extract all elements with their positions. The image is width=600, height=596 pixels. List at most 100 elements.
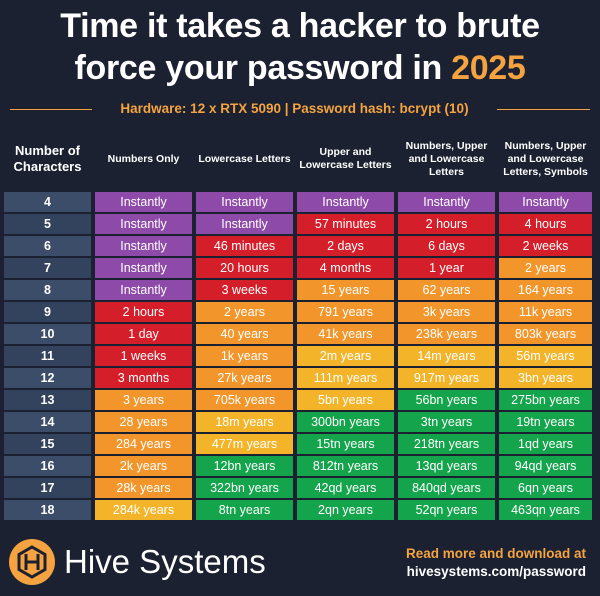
table-cell: 46 minutes bbox=[196, 236, 293, 256]
table-cell: 6qn years bbox=[499, 478, 592, 498]
row-char-count: 15 bbox=[4, 434, 91, 454]
title-line-1: Time it takes a hacker to brute bbox=[60, 7, 540, 45]
table-cell: 840qd years bbox=[398, 478, 495, 498]
table-cell: 111m years bbox=[297, 368, 394, 388]
table-cell: 2 years bbox=[499, 258, 592, 278]
table-cell: 18m years bbox=[196, 412, 293, 432]
table-cell: 27k years bbox=[196, 368, 293, 388]
table-cell: 62 years bbox=[398, 280, 495, 300]
table-cell: 28k years bbox=[95, 478, 192, 498]
title-line-2: force your password in 2025 bbox=[0, 48, 600, 88]
table-cell: 2 hours bbox=[95, 302, 192, 322]
table-row: 5 Instantly Instantly 57 minutes 2 hours 4 ho… bbox=[4, 214, 596, 234]
divider-right bbox=[497, 109, 590, 110]
hardware-line: Hardware: 12 x RTX 5090 | Password hash:… bbox=[0, 101, 600, 117]
table-cell: Instantly bbox=[95, 192, 192, 212]
table-row: 4 Instantly Instantly Instantly Instantly Ins… bbox=[4, 192, 596, 212]
table-cell: 300bn years bbox=[297, 412, 394, 432]
table-row: 17 28k years 322bn years 42qd years 840qd ye… bbox=[4, 478, 596, 498]
table-cell: 2k years bbox=[95, 456, 192, 476]
table-row: 14 28 years 18m years 300bn years 3tn years 1… bbox=[4, 412, 596, 432]
table-cell: 284k years bbox=[95, 500, 192, 520]
table-cell: 19tn years bbox=[499, 412, 592, 432]
table-row: 15 284 years 477m years 15tn years 218tn yea… bbox=[4, 434, 596, 454]
table-cell: 42qd years bbox=[297, 478, 394, 498]
table-cell: 2 days bbox=[297, 236, 394, 256]
table-cell: 56bn years bbox=[398, 390, 495, 410]
hardware-text: Hardware: 12 x RTX 5090 | Password hash:… bbox=[120, 101, 469, 116]
column-header: Numbers Only bbox=[107, 152, 180, 165]
website-link[interactable]: hivesystems.com/password bbox=[406, 564, 586, 579]
table-cell: 463qn years bbox=[499, 500, 592, 520]
table-cell: 56m years bbox=[499, 346, 592, 366]
row-char-count: 10 bbox=[4, 324, 91, 344]
table-row: 10 1 day 40 years 41k years 238k years 803k y… bbox=[4, 324, 596, 344]
divider-left bbox=[10, 109, 92, 110]
table-cell: 218tn years bbox=[398, 434, 495, 454]
table-cell: 1 weeks bbox=[95, 346, 192, 366]
table-row: 13 3 years 705k years 5bn years 56bn years 27… bbox=[4, 390, 596, 410]
table-cell: 11k years bbox=[499, 302, 592, 322]
table-cell: 13qd years bbox=[398, 456, 495, 476]
table-cell: 164 years bbox=[499, 280, 592, 300]
table-cell: 791 years bbox=[297, 302, 394, 322]
table-row: 7 Instantly 20 hours 4 months 1 year 2 years bbox=[4, 258, 596, 278]
row-char-count: 9 bbox=[4, 302, 91, 322]
table-cell: 803k years bbox=[499, 324, 592, 344]
table-cell: 3 weeks bbox=[196, 280, 293, 300]
table-row: 12 3 months 27k years 111m years 917m years 3… bbox=[4, 368, 596, 388]
table-cell: 94qd years bbox=[499, 456, 592, 476]
table-cell: 8tn years bbox=[196, 500, 293, 520]
row-char-count: 6 bbox=[4, 236, 91, 256]
table-cell: Instantly bbox=[297, 192, 394, 212]
table-cell: 284 years bbox=[95, 434, 192, 454]
table-row: 6 Instantly 46 minutes 2 days 6 days 2 weeks bbox=[4, 236, 596, 256]
table-cell: 15tn years bbox=[297, 434, 394, 454]
table-cell: 238k years bbox=[398, 324, 495, 344]
table-cell: 917m years bbox=[398, 368, 495, 388]
table-cell: 275bn years bbox=[499, 390, 592, 410]
table-cell: Instantly bbox=[196, 214, 293, 234]
table-cell: 812tn years bbox=[297, 456, 394, 476]
table-row: 11 1 weeks 1k years 2m years 14m years 56m ye… bbox=[4, 346, 596, 366]
row-char-count: 7 bbox=[4, 258, 91, 278]
table-cell: 2qn years bbox=[297, 500, 394, 520]
table-cell: 2m years bbox=[297, 346, 394, 366]
header-number-of-characters: Number of Characters bbox=[13, 143, 82, 174]
table-cell: 2 weeks bbox=[499, 236, 592, 256]
hive-logo-icon bbox=[9, 539, 55, 585]
table-cell: 1k years bbox=[196, 346, 293, 366]
table-cell: 2 years bbox=[196, 302, 293, 322]
table-cell: 3bn years bbox=[499, 368, 592, 388]
table-cell: 57 minutes bbox=[297, 214, 394, 234]
table-cell: 1qd years bbox=[499, 434, 592, 454]
table-cell: 6 days bbox=[398, 236, 495, 256]
title-line-2-text: force your password in bbox=[74, 49, 452, 87]
table-cell: 4 months bbox=[297, 258, 394, 278]
row-char-count: 12 bbox=[4, 368, 91, 388]
row-char-count: 17 bbox=[4, 478, 91, 498]
row-char-count: 13 bbox=[4, 390, 91, 410]
table-cell: 20 hours bbox=[196, 258, 293, 278]
table-row: 18 284k years 8tn years 2qn years 52qn years… bbox=[4, 500, 596, 520]
column-header: Upper and Lowercase Letters bbox=[299, 146, 392, 171]
table-cell: 1 year bbox=[398, 258, 495, 278]
table-cell: 322bn years bbox=[196, 478, 293, 498]
row-char-count: 16 bbox=[4, 456, 91, 476]
table-row: 16 2k years 12bn years 812tn years 13qd year… bbox=[4, 456, 596, 476]
table-cell: 28 years bbox=[95, 412, 192, 432]
table-cell: Instantly bbox=[95, 280, 192, 300]
table-cell: Instantly bbox=[95, 214, 192, 234]
table-cell: 14m years bbox=[398, 346, 495, 366]
table-cell: Instantly bbox=[398, 192, 495, 212]
title-year: 2025 bbox=[451, 49, 526, 87]
table-row: 8 Instantly 3 weeks 15 years 62 years 164 yea… bbox=[4, 280, 596, 300]
table-cell: 40 years bbox=[196, 324, 293, 344]
table-cell: 1 day bbox=[95, 324, 192, 344]
table-cell: 52qn years bbox=[398, 500, 495, 520]
table-cell: 477m years bbox=[196, 434, 293, 454]
row-char-count: 4 bbox=[4, 192, 91, 212]
table-cell: 3 months bbox=[95, 368, 192, 388]
